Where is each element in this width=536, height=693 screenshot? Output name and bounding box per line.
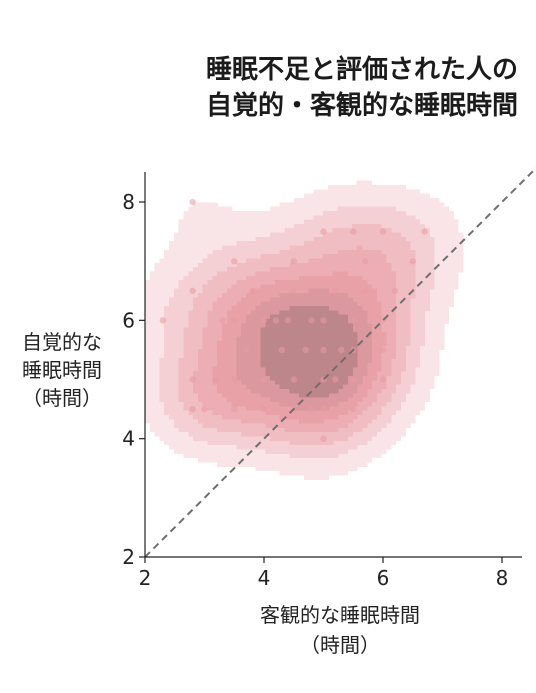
data-point-42	[361, 287, 369, 294]
data-point-30	[320, 346, 327, 354]
data-point-9	[231, 258, 238, 265]
data-point-22	[290, 287, 297, 294]
data-point-4	[189, 376, 196, 383]
density-level-1	[145, 180, 464, 480]
data-point-19	[278, 346, 286, 354]
y-tick-label-3: 6	[122, 308, 135, 332]
axis-ticks: 2 4 6 8 2 4 6 8	[122, 190, 508, 590]
data-point-15	[260, 317, 268, 324]
scatter-points	[159, 198, 428, 442]
data-point-33	[332, 287, 339, 294]
data-point-46	[379, 376, 387, 383]
data-point-40	[350, 405, 357, 413]
data-point-1	[159, 317, 166, 324]
density-level-4	[193, 245, 397, 433]
x-tick-label-4: 8	[496, 566, 509, 590]
y-axis-label-line-1: 自覚的な	[22, 330, 102, 354]
data-point-5	[189, 405, 196, 413]
density-level-2	[159, 206, 435, 459]
chart-title-line-1: 睡眠不足と評価された人の	[205, 55, 518, 85]
x-tick-label-2: 4	[258, 566, 271, 590]
data-point-23	[290, 376, 297, 383]
y-axis-label: 自覚的な 睡眠時間 （時間）	[8, 328, 116, 412]
density-contours	[145, 180, 464, 480]
density-band-7	[260, 306, 358, 398]
density-level-3	[178, 223, 416, 446]
chart-title: 睡眠不足と評価された人の 自覚的・客観的な睡眠時間	[98, 52, 518, 124]
x-axis-label-line-1: 客観的な睡眠時間	[260, 603, 420, 627]
data-point-48	[409, 258, 416, 265]
reference-line	[144, 166, 536, 558]
data-point-17	[260, 405, 268, 413]
data-point-37	[350, 317, 357, 324]
data-point-10	[231, 317, 238, 324]
data-point-35	[338, 346, 345, 354]
data-point-43	[379, 228, 387, 235]
x-tick-label-3: 6	[377, 566, 390, 590]
data-point-27	[308, 405, 315, 413]
data-point-45	[379, 346, 387, 354]
data-point-3	[189, 287, 196, 294]
y-axis-label-line-2: 睡眠時間	[22, 358, 102, 382]
y-tick-label-1: 2	[122, 545, 135, 569]
y-axis-label-line-3: （時間）	[22, 386, 102, 410]
data-point-41	[361, 258, 369, 265]
density-band-4	[193, 245, 397, 433]
density-level-5	[212, 271, 387, 424]
data-point-12	[231, 405, 238, 413]
density-band-2	[159, 206, 435, 459]
y-tick-label-4: 8	[122, 190, 135, 214]
data-point-25	[302, 346, 309, 354]
data-point-28	[320, 228, 327, 235]
x-axis-label: 客観的な睡眠時間 （時間）	[200, 600, 480, 660]
data-point-13	[243, 346, 250, 354]
data-point-49	[421, 228, 428, 235]
data-point-2	[189, 198, 196, 206]
data-point-8	[219, 317, 226, 324]
data-point-20	[284, 317, 291, 324]
chart-title-line-2: 自覚的・客観的な睡眠時間	[205, 91, 518, 121]
data-point-29	[320, 317, 327, 324]
data-point-7	[213, 376, 220, 383]
x-axis-label-line-2: （時間）	[300, 633, 380, 657]
data-point-6	[201, 405, 208, 413]
x-tick-label-1: 2	[139, 566, 152, 590]
density-band-3	[178, 223, 416, 446]
density-level-7	[260, 306, 358, 398]
density-band-1	[145, 180, 464, 480]
density-band-5	[212, 271, 387, 424]
data-point-18	[272, 317, 280, 324]
data-point-50	[320, 435, 327, 442]
data-point-32	[320, 405, 327, 413]
data-point-16	[260, 376, 268, 383]
data-point-47	[391, 287, 399, 294]
data-point-36	[350, 228, 357, 235]
data-point-11	[231, 376, 238, 383]
data-point-21	[290, 258, 297, 265]
data-point-39	[350, 376, 357, 383]
data-point-14	[248, 287, 256, 294]
data-point-26	[308, 317, 315, 324]
data-point-34	[332, 376, 339, 383]
y-tick-label-2: 4	[122, 427, 135, 451]
